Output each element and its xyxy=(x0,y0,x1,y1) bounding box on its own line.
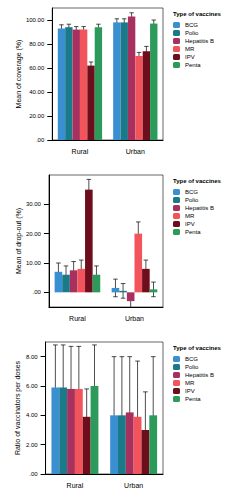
svg-text:Hepatitis B: Hepatitis B xyxy=(185,38,214,44)
svg-text:BCG: BCG xyxy=(185,189,198,195)
svg-text:2.00: 2.00 xyxy=(26,442,38,448)
svg-text:Urban: Urban xyxy=(125,315,144,322)
svg-text:20.00: 20.00 xyxy=(29,113,45,119)
svg-text:Polio: Polio xyxy=(185,364,199,370)
svg-text:.00: .00 xyxy=(29,471,38,477)
svg-text:30.00: 30.00 xyxy=(26,201,42,207)
svg-text:Penta: Penta xyxy=(185,62,201,68)
svg-text:Hepatitis B: Hepatitis B xyxy=(185,372,214,378)
svg-text:Rural: Rural xyxy=(67,482,84,489)
svg-text:40.00: 40.00 xyxy=(29,89,45,95)
svg-text:Mean of drop-out (%): Mean of drop-out (%) xyxy=(15,208,23,274)
svg-text:Urban: Urban xyxy=(124,482,143,489)
svg-text:Rural: Rural xyxy=(69,315,86,322)
svg-text:Hepatitis B: Hepatitis B xyxy=(185,205,214,211)
svg-text:8.00: 8.00 xyxy=(26,354,38,360)
svg-text:Polio: Polio xyxy=(185,30,199,36)
svg-text:Ratio of vaccinators per doses: Ratio of vaccinators per doses xyxy=(14,360,22,455)
svg-text:Type of vaccines: Type of vaccines xyxy=(173,11,222,17)
svg-text:100.00: 100.00 xyxy=(26,17,45,23)
svg-text:BCG: BCG xyxy=(185,356,198,362)
svg-text:10.00: 10.00 xyxy=(26,260,42,266)
svg-text:80.00: 80.00 xyxy=(29,41,45,47)
svg-text:Urban: Urban xyxy=(126,148,145,155)
svg-text:IPV: IPV xyxy=(185,388,195,394)
svg-text:MR: MR xyxy=(185,380,195,386)
svg-text:Polio: Polio xyxy=(185,197,199,203)
svg-text:4.00: 4.00 xyxy=(26,412,38,418)
svg-text:MR: MR xyxy=(185,213,195,219)
svg-text:BCG: BCG xyxy=(185,22,198,28)
svg-text:20.00: 20.00 xyxy=(26,231,42,237)
svg-text:Penta: Penta xyxy=(185,396,201,402)
svg-text:60.00: 60.00 xyxy=(29,65,45,71)
svg-text:6.00: 6.00 xyxy=(26,383,38,389)
svg-text:IPV: IPV xyxy=(185,221,195,227)
svg-text:Type of vaccines: Type of vaccines xyxy=(173,345,222,351)
svg-text:Rural: Rural xyxy=(72,148,89,155)
svg-text:Penta: Penta xyxy=(185,229,201,235)
svg-text:Mean of coverage (%): Mean of coverage (%) xyxy=(15,40,23,109)
svg-text:IPV: IPV xyxy=(185,54,195,60)
svg-text:MR: MR xyxy=(185,46,195,52)
svg-text:Type of vaccines: Type of vaccines xyxy=(173,178,222,184)
svg-text:.00: .00 xyxy=(33,289,42,295)
svg-text:.00: .00 xyxy=(36,137,45,143)
